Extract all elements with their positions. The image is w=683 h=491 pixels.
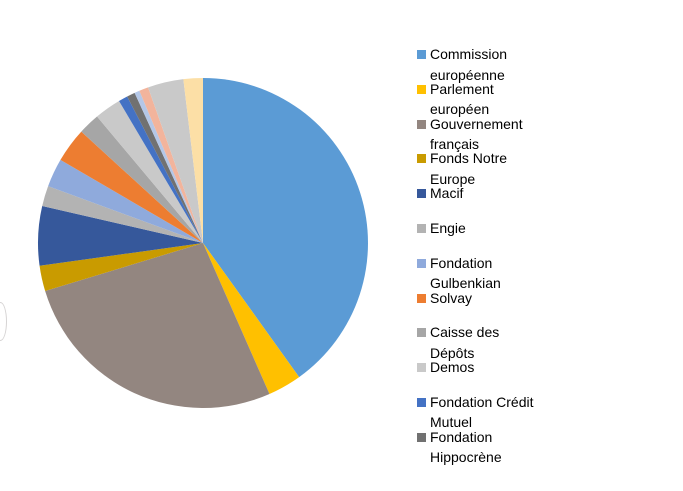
legend-swatch xyxy=(417,432,426,442)
legend-item: Demos xyxy=(417,357,592,392)
pie-slice-gouvernement-francais xyxy=(45,243,270,408)
legend-label: Macif xyxy=(430,185,464,202)
legend-item: Fonds Notre Europe xyxy=(417,148,592,187)
legend-item: Fondation Gulbenkian xyxy=(417,253,592,291)
legend-swatch xyxy=(417,328,426,338)
legend-label: Caisse des Dépôts xyxy=(430,324,500,361)
legend-item: Commission européenne xyxy=(417,44,592,83)
legend-item: Engie xyxy=(417,218,592,253)
pie-slice-parlement-europeen xyxy=(203,243,300,395)
legend-swatch xyxy=(417,50,426,59)
legend-item: Fondation Crédit Mutuel xyxy=(417,392,592,430)
pie-slice-macif xyxy=(37,206,203,266)
legend-swatch xyxy=(417,293,426,303)
legend-swatch xyxy=(417,154,426,164)
pie-slice-unlabeled-4 xyxy=(183,77,203,243)
legend-item: Parlement européen xyxy=(417,79,592,117)
legend-item: Solvay xyxy=(417,288,592,323)
legend-label: Fondation Hippocrène xyxy=(430,428,502,466)
legend-swatch xyxy=(417,258,426,268)
pie-slice-engie xyxy=(42,186,204,243)
legend-label: Engie xyxy=(430,219,466,236)
pie-slice-unlabeled-3 xyxy=(148,79,203,243)
pie-slice-commission-europeenne xyxy=(203,78,368,378)
legend-item: Caisse des Dépôts xyxy=(417,322,592,361)
legend-label: Fondation Crédit Mutuel xyxy=(430,393,534,431)
legend-swatch xyxy=(417,189,426,199)
legend-label: Demos xyxy=(430,359,475,376)
legend-swatch xyxy=(417,84,426,94)
legend-item: Fondation Hippocrène xyxy=(417,427,592,465)
legend-label: Fondation Gulbenkian xyxy=(430,254,501,292)
legend-label: Fonds Notre Europe xyxy=(430,150,508,187)
chart-legend: Commission européenne Parlement européen Gou… xyxy=(417,44,592,465)
pie-slice-demos xyxy=(97,100,203,243)
pie-slice-fonds-notre-europe xyxy=(39,243,203,292)
legend-label: Parlement européen xyxy=(430,80,494,118)
pie-slice-fondation-gulbenkian xyxy=(48,159,203,243)
pie-slice-unlabeled-1 xyxy=(134,90,203,243)
legend-label: Commission européenne xyxy=(430,46,508,83)
legend-swatch xyxy=(417,119,426,129)
legend-label: Gouvernement français xyxy=(430,115,523,153)
pie-slice-unlabeled-2 xyxy=(139,87,203,243)
legend-label: Solvay xyxy=(430,289,473,306)
pie-slice-solvay xyxy=(60,131,204,243)
pie-slice-fondation-hippocrene xyxy=(127,92,203,243)
pie-slice-fondation-credit-mutuel xyxy=(119,96,203,244)
pie-slice-caisse-des-depots xyxy=(81,116,203,243)
legend-swatch xyxy=(417,363,426,373)
legend-item: Macif xyxy=(417,183,592,218)
legend-swatch xyxy=(417,223,426,233)
legend-swatch xyxy=(417,397,426,407)
legend-item: Gouvernement français xyxy=(417,114,592,152)
